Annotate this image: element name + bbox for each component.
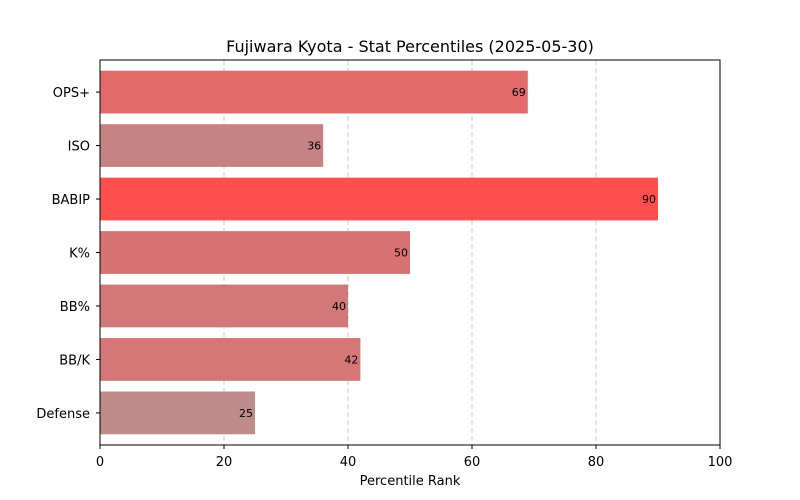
data-label: 42 [344,353,358,366]
y-tick-label: K% [69,247,90,262]
y-tick-label: OPS+ [53,86,90,101]
bar-ops [100,70,528,114]
x-tick-label: 40 [340,455,357,470]
x-tick-label: 100 [708,455,733,470]
bars [100,70,658,435]
plot-frame [99,59,721,446]
x-tick-label: 20 [216,455,233,470]
x-axis-label: Percentile Rank [360,474,461,489]
y-tick-label: BB/K [59,353,90,368]
axes: OPS+ ISO BABIP K% BB% BB/K Defense 0 20 40 60 80 100 [36,59,733,470]
bar-defense [100,391,255,435]
data-label: 25 [239,407,253,420]
y-tick-label: BABIP [52,193,91,208]
chart-title: Fujiwara Kyota - Stat Percentiles (2025-… [226,37,594,56]
data-label: 50 [394,247,408,260]
y-tick-label: Defense [36,407,90,422]
bar-babip [100,177,658,221]
x-tick-label: 80 [588,455,605,470]
data-label: 69 [512,86,526,99]
y-tick-label: BB% [60,300,90,315]
y-tick-label: ISO [68,140,90,155]
data-label: 90 [642,193,656,206]
bar-k [100,231,410,274]
bar-bb-k [100,338,361,381]
data-label: 36 [307,140,321,153]
bar-iso [100,124,324,167]
bar-bb [100,284,348,328]
data-label: 40 [332,300,346,313]
x-tick-label: 60 [464,455,481,470]
x-tick-label: 0 [96,455,104,470]
data-labels: 69 36 90 50 40 42 25 [239,86,656,420]
